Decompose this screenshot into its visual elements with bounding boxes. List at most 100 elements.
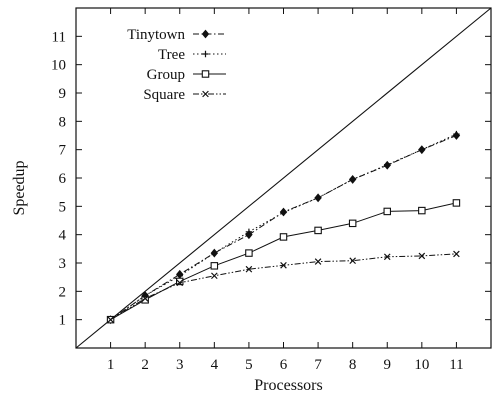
point-square-10 [418, 252, 426, 260]
point-group-3-shape [176, 277, 184, 286]
point-group-10 [418, 206, 426, 215]
y-axis-title: Speedup [11, 160, 28, 215]
point-square-6-shape [280, 261, 287, 269]
legend-entry-tinytown: Tinytown [127, 27, 226, 43]
point-square-9-shape [383, 253, 391, 261]
point-tree-4-shape [211, 249, 218, 257]
x-tick-label-6: 6 [280, 357, 288, 373]
point-tree-5 [245, 228, 253, 236]
point-tree-6-shape [280, 209, 287, 216]
point-group-4 [210, 262, 219, 270]
series-group [106, 199, 461, 324]
y-tick-label-5: 5 [59, 199, 67, 215]
y-tick-label-3: 3 [59, 256, 67, 272]
point-tree-9 [384, 161, 391, 168]
point-group-9 [383, 207, 391, 216]
y-tick-label-4: 4 [59, 228, 67, 244]
point-group-6 [279, 233, 288, 241]
point-group-3 [176, 277, 184, 286]
series-line-tree [110, 133, 457, 321]
point-group-2 [141, 296, 149, 304]
legend-marker-tree-shape [202, 50, 209, 58]
point-group-7 [314, 226, 322, 235]
point-tree-4 [211, 249, 218, 257]
reference-layer [75, 7, 492, 349]
y-tick-label-8: 8 [59, 114, 67, 130]
point-square-7-shape [314, 258, 322, 265]
point-tree-9-shape [384, 161, 391, 168]
point-tree-10 [418, 146, 426, 153]
point-tree-6 [280, 209, 287, 216]
point-square-8 [349, 257, 356, 265]
x-tick-label-9: 9 [384, 357, 392, 373]
y-tick-label-6: 6 [59, 171, 67, 187]
point-group-7-shape [314, 226, 322, 235]
x-tick-label-3: 3 [176, 357, 184, 373]
legend-entry-tree: Tree [158, 47, 226, 63]
legend-marker-tree [202, 50, 209, 58]
point-square-10-shape [418, 252, 426, 260]
point-square-11-shape [453, 250, 460, 258]
y-tick-label-10: 10 [51, 58, 66, 74]
point-group-11 [452, 199, 461, 207]
series-tree [107, 130, 460, 323]
series-tinytown [106, 131, 461, 325]
legend-marker-square [202, 90, 209, 98]
point-group-10-shape [418, 206, 426, 215]
point-square-11 [453, 250, 460, 258]
legend-label-group: Group [147, 67, 185, 83]
legend-marker-group [201, 70, 210, 78]
y-tick-label-2: 2 [59, 284, 67, 300]
series-square [107, 250, 460, 323]
point-square-2-shape [141, 295, 149, 302]
x-tick-label-10: 10 [414, 357, 429, 373]
legend-label-square: Square [143, 87, 185, 103]
point-tree-8-shape [349, 176, 356, 183]
legend: Tinytown Tree Group Square [127, 27, 226, 103]
point-square-4-shape [211, 272, 218, 280]
point-square-6 [280, 261, 287, 269]
legend-entry-group: Group [147, 67, 226, 83]
y-tick-label-1: 1 [59, 313, 67, 329]
point-tree-8 [349, 176, 356, 183]
point-tree-5-shape [245, 228, 253, 236]
y-tick-label-9: 9 [59, 86, 67, 102]
point-square-5 [245, 265, 253, 273]
point-tree-7-shape [314, 194, 322, 202]
legend-entry-square: Square [143, 87, 226, 103]
series-line-square [110, 253, 457, 321]
point-group-4-shape [210, 262, 219, 270]
point-group-6-shape [279, 233, 288, 241]
point-group-8-shape [348, 219, 357, 228]
point-square-5-shape [245, 265, 253, 273]
point-group-11-shape [452, 199, 461, 207]
point-tree-11-shape [453, 130, 460, 138]
point-square-7 [314, 258, 322, 265]
legend-marker-group-shape [201, 70, 210, 78]
point-tree-10-shape [418, 146, 426, 153]
legend-marker-square-shape [202, 90, 209, 98]
point-square-2 [141, 295, 149, 302]
point-square-3-shape [176, 279, 184, 287]
x-tick-label-4: 4 [211, 357, 219, 373]
point-tree-11 [453, 130, 460, 138]
y-tick-label-11: 11 [52, 29, 66, 45]
point-group-5-shape [245, 249, 253, 257]
legend-marker-tinytown [201, 29, 210, 39]
x-tick-label-11: 11 [449, 357, 463, 373]
point-group-9-shape [383, 207, 391, 216]
point-square-4 [211, 272, 218, 280]
legend-label-tinytown: Tinytown [127, 27, 185, 43]
legend-label-tree: Tree [158, 47, 185, 63]
y-tick-label-7: 7 [59, 143, 67, 159]
point-square-9 [383, 253, 391, 261]
point-group-8 [348, 219, 357, 228]
point-square-8-shape [349, 257, 356, 265]
point-group-2-shape [141, 296, 149, 304]
x-axis-title: Processors [254, 377, 322, 394]
point-square-3 [176, 279, 184, 287]
point-group-5 [245, 249, 253, 257]
